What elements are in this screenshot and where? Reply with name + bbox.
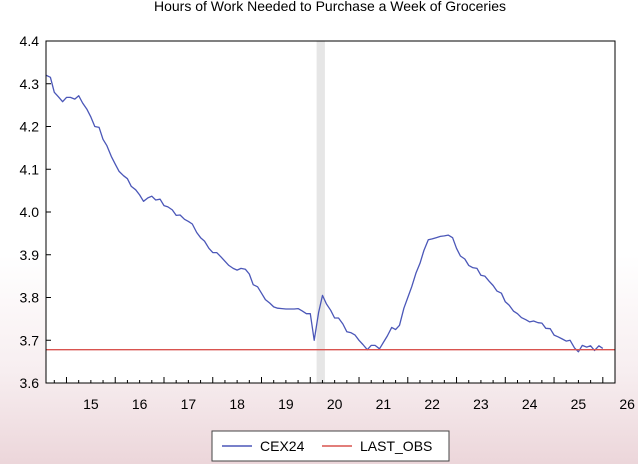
chart-title: Hours of Work Needed to Purchase a Week … <box>154 0 506 14</box>
x-tick-label: 17 <box>181 396 197 412</box>
legend-label-last-obs: LAST_OBS <box>360 438 432 454</box>
y-tick-label: 3.7 <box>20 332 40 348</box>
y-axis: 3.6 3.7 3.8 3.9 4.0 4.1 4.2 4.3 4.4 <box>20 33 51 391</box>
x-tick-label: 25 <box>571 396 587 412</box>
legend-label-cex24: CEX24 <box>260 438 305 454</box>
y-tick-label: 3.6 <box>20 375 40 391</box>
x-tick-label: 24 <box>522 396 538 412</box>
y-tick-label: 3.8 <box>20 290 40 306</box>
x-tick-label: 21 <box>376 396 392 412</box>
x-tick-label: 15 <box>83 396 99 412</box>
x-tick-label: 19 <box>278 396 294 412</box>
x-tick-label: 22 <box>424 396 440 412</box>
plot-frame <box>45 40 616 384</box>
x-tick-label: 26 <box>619 396 635 412</box>
legend: CEX24 LAST_OBS <box>211 430 450 462</box>
series-group <box>45 74 615 353</box>
x-tick-label: 16 <box>132 396 148 412</box>
y-tick-label: 4.2 <box>20 119 40 135</box>
x-tick-label: 20 <box>327 396 343 412</box>
y-tick-label: 4.0 <box>20 204 40 220</box>
y-tick-label: 4.1 <box>20 161 40 177</box>
x-tick-label: 23 <box>473 396 489 412</box>
x-axis: 15 16 17 18 19 20 21 22 23 24 25 26 <box>53 377 635 412</box>
series-line-cex24 <box>45 74 604 353</box>
y-tick-label: 3.9 <box>20 247 40 263</box>
shaded-period <box>316 41 325 383</box>
y-tick-label: 4.4 <box>20 33 40 49</box>
plot-area <box>46 41 615 383</box>
x-tick-label: 18 <box>229 396 245 412</box>
y-tick-label: 4.3 <box>20 76 40 92</box>
